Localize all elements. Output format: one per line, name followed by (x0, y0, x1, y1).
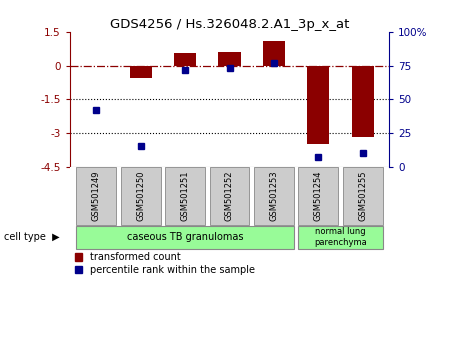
Text: normal lung
parenchyma: normal lung parenchyma (314, 228, 367, 247)
FancyBboxPatch shape (165, 167, 205, 225)
Text: GSM501252: GSM501252 (225, 171, 234, 221)
Text: GSM501254: GSM501254 (314, 171, 323, 221)
Bar (307, 65, 329, 144)
FancyBboxPatch shape (76, 225, 294, 249)
FancyBboxPatch shape (342, 167, 382, 225)
Bar (174, 53, 196, 65)
Bar (351, 65, 373, 137)
Text: GSM501250: GSM501250 (136, 171, 145, 221)
Text: GSM501253: GSM501253 (270, 171, 279, 221)
Text: GSM501251: GSM501251 (180, 171, 189, 221)
Bar (130, 65, 152, 78)
Text: cell type  ▶: cell type ▶ (4, 232, 60, 242)
FancyBboxPatch shape (298, 167, 338, 225)
Text: caseous TB granulomas: caseous TB granulomas (127, 232, 243, 242)
Legend: transformed count, percentile rank within the sample: transformed count, percentile rank withi… (75, 252, 255, 275)
FancyBboxPatch shape (210, 167, 249, 225)
Bar (263, 41, 285, 65)
Text: GSM501255: GSM501255 (358, 171, 367, 221)
FancyBboxPatch shape (298, 225, 382, 249)
Bar (218, 52, 241, 65)
FancyBboxPatch shape (254, 167, 294, 225)
Text: GSM501249: GSM501249 (92, 171, 101, 221)
FancyBboxPatch shape (76, 167, 117, 225)
FancyBboxPatch shape (121, 167, 161, 225)
Title: GDS4256 / Hs.326048.2.A1_3p_x_at: GDS4256 / Hs.326048.2.A1_3p_x_at (110, 18, 349, 31)
